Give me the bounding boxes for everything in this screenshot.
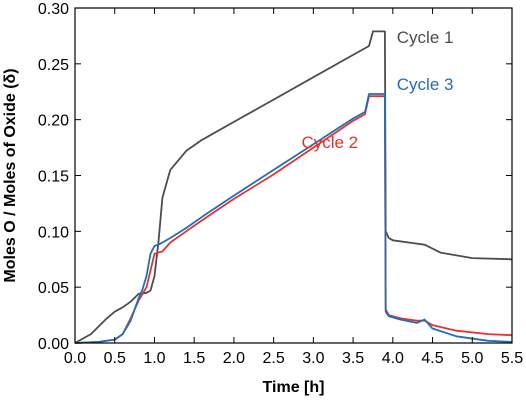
y-tick-label: 0.15 [38, 169, 69, 186]
x-tick-label: 0.0 [64, 350, 86, 367]
y-tick-label: 0.20 [38, 113, 69, 130]
series-line-1 [74, 30, 513, 344]
series-label-cycle-3: Cycle 3 [397, 75, 454, 94]
series-line-3 [74, 93, 513, 344]
x-tick-label: 3.5 [342, 350, 364, 367]
y-tick-label: 0.05 [38, 280, 69, 297]
x-tick-label: 0.5 [104, 350, 126, 367]
x-axis-ticks: 0.0 0.5 1.0 1.5 2.0 2.5 3.0 3.5 4.0 4.5 5.0 5.5 [64, 8, 523, 367]
x-tick-label: 3.0 [302, 350, 324, 367]
y-axis-title: Moles O / Moles of Oxide (δ) [2, 68, 19, 282]
y-tick-label: 0.30 [38, 1, 69, 18]
plot-content [74, 30, 513, 344]
y-axis-ticks: 0.00 0.05 0.10 0.15 0.20 0.25 0.30 [38, 1, 512, 353]
x-axis-title: Time [h] [263, 379, 325, 396]
x-tick-label: 2.5 [263, 350, 285, 367]
series-label-cycle-2: Cycle 2 [301, 133, 358, 152]
x-tick-label: 5.5 [501, 350, 523, 367]
y-tick-label: 0.10 [38, 224, 69, 241]
series-annotations: Cycle 1 Cycle 3 Cycle 2 [301, 28, 453, 152]
x-tick-label: 4.0 [382, 350, 404, 367]
x-tick-label: 1.0 [143, 350, 165, 367]
series-label-cycle-1: Cycle 1 [397, 28, 454, 47]
x-tick-label: 4.5 [421, 350, 443, 367]
y-tick-label: 0.25 [38, 57, 69, 74]
x-tick-label: 2.0 [223, 350, 245, 367]
series-line-2 [74, 95, 513, 344]
x-tick-label: 5.0 [461, 350, 483, 367]
x-tick-label: 1.5 [183, 350, 205, 367]
y-tick-label: 0.00 [38, 336, 69, 353]
